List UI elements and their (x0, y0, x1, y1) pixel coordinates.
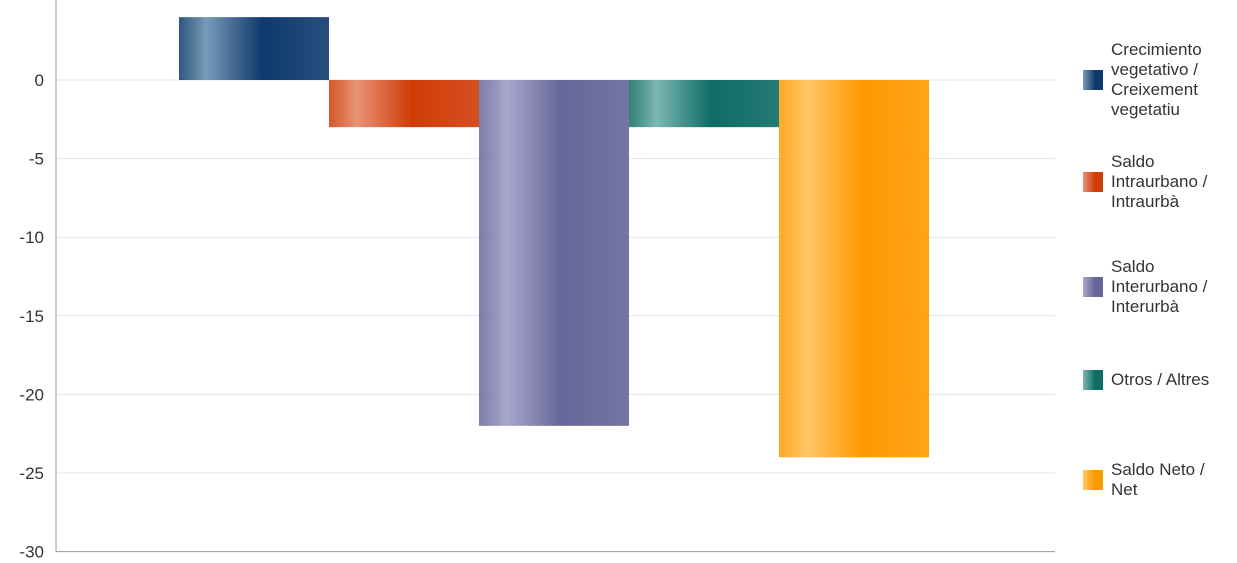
bars (179, 17, 929, 458)
bar-chart: 0 -5 -10 -15 -20 -25 -30 (19, 0, 1055, 562)
y-tick-label: 0 (35, 71, 44, 90)
legend-label: Saldo Interurbano / Interurbà (1111, 257, 1208, 316)
legend-swatch (1083, 172, 1103, 192)
legend-swatch (1083, 277, 1103, 297)
y-tick-label: -25 (19, 464, 44, 483)
y-tick-label: -15 (19, 307, 44, 326)
bar-3 (629, 80, 779, 128)
y-tick-label: -5 (29, 150, 44, 169)
legend-item: Crecimiento vegetativo / Creixement vege… (1083, 40, 1235, 120)
y-tick-label: -30 (19, 543, 44, 558)
legend-label: Crecimiento vegetativo / Creixement vege… (1111, 40, 1202, 119)
y-tick-label: -20 (19, 385, 44, 404)
legend-label: Saldo Neto / Net (1111, 460, 1205, 499)
y-axis-ticks: 0 -5 -10 -15 -20 -25 -30 (19, 71, 44, 562)
bar-4 (779, 80, 929, 458)
bar-1 (329, 80, 479, 128)
legend-swatch (1083, 70, 1103, 90)
bar-2 (479, 80, 629, 426)
legend-item: Otros / Altres (1083, 370, 1235, 390)
legend: Crecimiento vegetativo / Creixement vege… (1083, 0, 1237, 558)
legend-swatch (1083, 370, 1103, 390)
legend-label: Otros / Altres (1111, 370, 1210, 389)
legend-item: Saldo Interurbano / Interurbà (1083, 257, 1235, 317)
legend-item: Saldo Intraurbano / Intraurbà (1083, 152, 1235, 212)
legend-swatch (1083, 470, 1103, 490)
y-tick-label: -10 (19, 228, 44, 247)
bar-0 (179, 17, 329, 80)
legend-label: Saldo Intraurbano / Intraurbà (1111, 152, 1208, 211)
legend-item: Saldo Neto / Net (1083, 460, 1235, 500)
